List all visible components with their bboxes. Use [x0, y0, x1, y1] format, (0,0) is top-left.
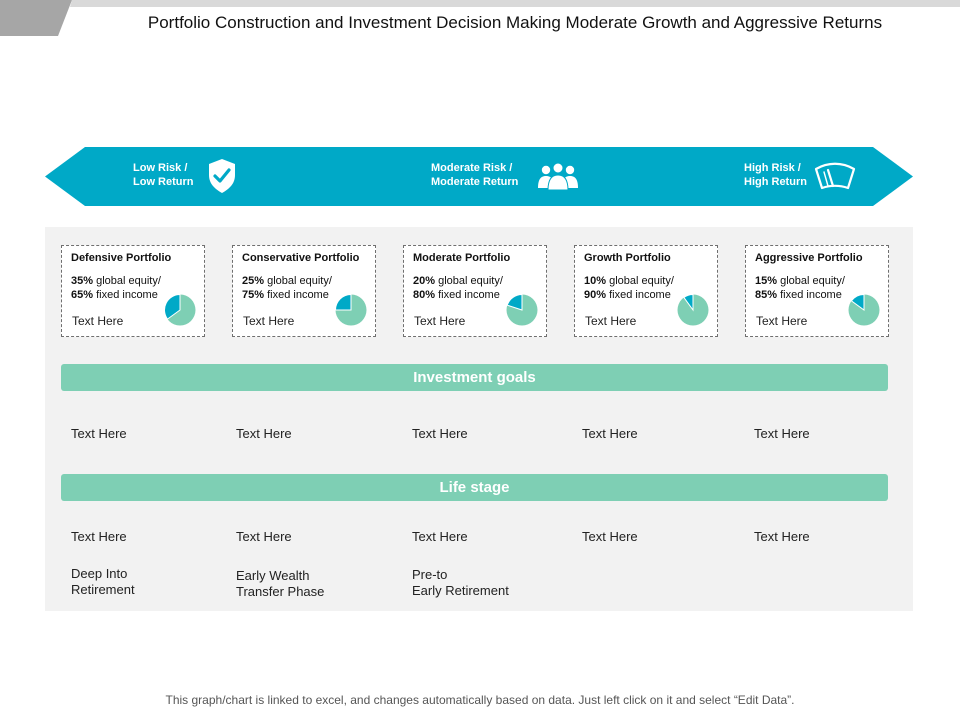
- risk-moderate-line1: Moderate Risk /: [431, 162, 513, 174]
- life-stage-deep-into-retirement: Deep Into Retirement: [71, 566, 135, 598]
- risk-spectrum-arrow: [45, 147, 913, 206]
- stage-line2: Early Retirement: [412, 583, 509, 598]
- header-accent-band: [0, 0, 960, 36]
- portfolio-card-growth: Growth Portfolio 10% global equity/ 90% …: [574, 245, 718, 337]
- fixed-percent: 75%: [242, 289, 265, 301]
- risk-moderate-line2: Moderate Return: [431, 176, 519, 188]
- life-stage-text: Text Here: [582, 529, 638, 544]
- fixed-percent: 90%: [584, 289, 607, 301]
- investment-goal-text: Text Here: [754, 426, 810, 441]
- investment-goal-text: Text Here: [582, 426, 638, 441]
- risk-high-line2: High Return: [744, 176, 807, 188]
- people-group-icon: [538, 162, 578, 191]
- portfolio-card-conservative: Conservative Portfolio 25% global equity…: [232, 245, 376, 337]
- fixed-text: fixed income: [264, 289, 329, 301]
- fixed-text: fixed income: [606, 289, 671, 301]
- portfolio-name: Aggressive Portfolio: [755, 252, 863, 264]
- stage-line1: Early Wealth: [236, 568, 310, 583]
- pie-slice-equity: [850, 294, 865, 311]
- allocation-pie-chart: [506, 294, 538, 326]
- stage-line1: Deep Into: [71, 566, 128, 581]
- equity-percent: 10%: [584, 275, 607, 287]
- risk-high: High Risk / High Return: [744, 161, 807, 189]
- page-title: Portfolio Construction and Investment De…: [147, 13, 883, 32]
- allocation-pie-chart: [848, 294, 880, 326]
- portfolio-name: Growth Portfolio: [584, 252, 671, 264]
- investment-goal-text: Text Here: [71, 426, 127, 441]
- risk-moderate: Moderate Risk / Moderate Return: [431, 161, 518, 189]
- portfolio-name: Conservative Portfolio: [242, 252, 360, 264]
- fixed-percent: 85%: [755, 289, 778, 301]
- investment-goal-text: Text Here: [236, 426, 292, 441]
- life-stage-bar: Life stage: [61, 474, 888, 501]
- life-stage-pre-to-early-retirement: Pre-to Early Retirement: [412, 567, 509, 599]
- fixed-percent: 65%: [71, 289, 94, 301]
- footnote: This graph/chart is linked to excel, and…: [165, 693, 795, 707]
- portfolio-footer-text: Text Here: [72, 314, 124, 328]
- stage-line2: Retirement: [71, 582, 135, 597]
- allocation-pie-chart: [677, 294, 709, 326]
- equity-percent: 35%: [71, 275, 94, 287]
- equity-text: global equity/: [606, 275, 674, 287]
- portfolio-card-moderate: Moderate Portfolio 20% global equity/ 80…: [403, 245, 547, 337]
- life-stage-text: Text Here: [754, 529, 810, 544]
- equity-percent: 15%: [755, 275, 778, 287]
- portfolio-footer-text: Text Here: [756, 314, 808, 328]
- shield-check-icon: [209, 159, 235, 193]
- equity-percent: 20%: [413, 275, 436, 287]
- equity-text: global equity/: [435, 275, 503, 287]
- risk-low-line1: Low Risk /: [133, 162, 188, 174]
- portfolio-footer-text: Text Here: [585, 314, 637, 328]
- equity-text: global equity/: [777, 275, 845, 287]
- portfolio-name: Moderate Portfolio: [413, 252, 511, 264]
- investment-goal-text: Text Here: [412, 426, 468, 441]
- risk-low-line2: Low Return: [133, 176, 194, 188]
- risk-low: Low Risk / Low Return: [133, 161, 194, 189]
- risk-high-line1: High Risk /: [744, 162, 801, 174]
- equity-percent: 25%: [242, 275, 265, 287]
- allocation-pie-chart: [335, 294, 367, 326]
- life-stage-text: Text Here: [71, 529, 127, 544]
- stage-line1: Pre-to: [412, 567, 448, 582]
- life-stage-text: Text Here: [236, 529, 292, 544]
- life-stage-early-wealth-transfer: Early Wealth Transfer Phase: [236, 568, 324, 600]
- pie-slice-equity: [164, 294, 181, 320]
- equity-text: global equity/: [93, 275, 161, 287]
- portfolio-card-aggressive: Aggressive Portfolio 15% global equity/ …: [745, 245, 889, 337]
- fixed-percent: 80%: [413, 289, 436, 301]
- fixed-text: fixed income: [777, 289, 842, 301]
- pie-slice-equity: [683, 294, 694, 312]
- portfolio-footer-text: Text Here: [414, 314, 466, 328]
- life-stage-text: Text Here: [412, 529, 468, 544]
- stage-line2: Transfer Phase: [236, 584, 325, 599]
- windshield-wiper-icon: [814, 162, 856, 190]
- portfolio-card-defensive: Defensive Portfolio 35% global equity/ 6…: [61, 245, 205, 337]
- pie-slice-equity: [335, 294, 352, 311]
- equity-text: global equity/: [264, 275, 332, 287]
- investment-goals-bar: Investment goals: [61, 364, 888, 391]
- fixed-text: fixed income: [435, 289, 500, 301]
- pie-slice-equity: [506, 294, 523, 311]
- portfolio-name: Defensive Portfolio: [71, 252, 172, 264]
- allocation-pie-chart: [164, 294, 196, 326]
- fixed-text: fixed income: [93, 289, 158, 301]
- portfolio-footer-text: Text Here: [243, 314, 295, 328]
